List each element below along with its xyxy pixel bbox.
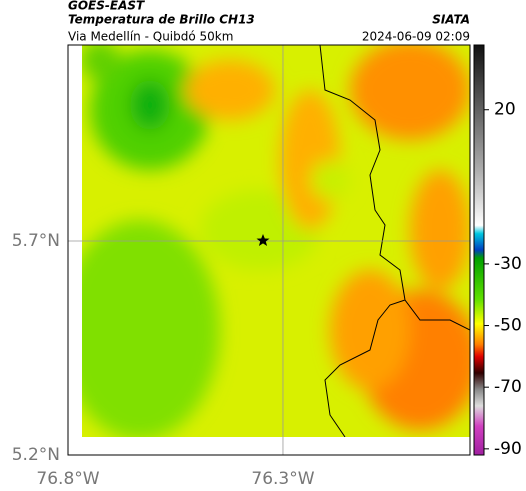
date: 2024-06-09 02:09 xyxy=(362,30,470,44)
x-tick-label: 76.3°W xyxy=(251,469,314,489)
colorbar-tick-label: -70 xyxy=(494,377,522,397)
satellite-image xyxy=(82,45,470,437)
y-tick-label: 5.7°N xyxy=(12,231,60,251)
colorbar-tick-label: -50 xyxy=(494,316,522,336)
subtitle: Via Medellín - Quibdó 50km xyxy=(68,30,233,44)
source: GOES-EAST xyxy=(68,0,145,13)
brand: SIATA xyxy=(432,13,470,27)
colorbar xyxy=(473,44,485,456)
colorbar-tick-label: -30 xyxy=(494,254,522,274)
location-marker xyxy=(256,234,270,246)
colorbar-tick-label: -90 xyxy=(494,439,522,459)
x-tick-label: 76.8°W xyxy=(36,469,99,489)
y-tick-label: 5.2°N xyxy=(12,445,60,465)
title: Temperatura de Brillo CH13 xyxy=(68,13,255,27)
colorbar-tick-label: 20 xyxy=(494,100,516,120)
map-frame xyxy=(67,44,471,456)
